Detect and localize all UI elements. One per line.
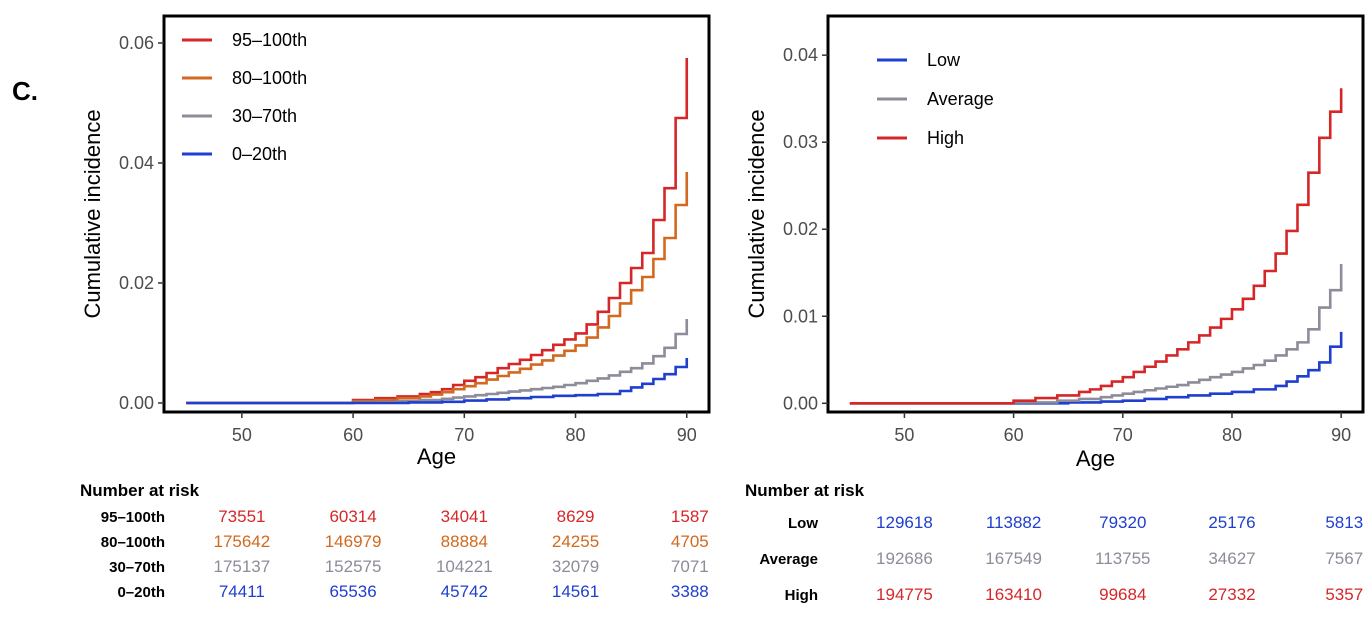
y-tick-label: 0.02 <box>119 273 154 293</box>
y-axis-title: Cumulative incidence <box>744 109 769 318</box>
y-tick-label: 0.04 <box>783 45 818 65</box>
risk-value: 175137 <box>213 557 270 576</box>
risk-row-label: 0–20th <box>117 584 165 601</box>
risk-value: 175642 <box>213 532 270 551</box>
risk-value: 3388 <box>671 582 709 601</box>
risk-value: 7567 <box>1325 549 1363 568</box>
risk-table-title: Number at risk <box>745 481 865 500</box>
legend: 95–100th 80–100th 30–70th 0–20th <box>182 30 307 164</box>
risk-value: 4705 <box>671 532 709 551</box>
risk-value: 24255 <box>552 532 599 551</box>
y-tick-label: 0.00 <box>783 393 818 413</box>
risk-value: 79320 <box>1099 513 1146 532</box>
legend-label: Low <box>927 50 961 70</box>
risk-value: 45742 <box>441 582 488 601</box>
risk-value: 1587 <box>671 507 709 526</box>
x-axis-title: Age <box>417 444 456 469</box>
risk-value: 146979 <box>325 532 382 551</box>
legend-label: High <box>927 128 964 148</box>
risk-value: 7071 <box>671 557 709 576</box>
plot-frame <box>162 14 711 414</box>
risk-value: 65536 <box>329 582 376 601</box>
y-axis-title: Cumulative incidence <box>80 109 105 318</box>
series-line <box>186 58 689 405</box>
risk-row-label: Low <box>788 515 818 532</box>
x-tick-label: 60 <box>1004 425 1024 445</box>
series-line <box>186 358 689 405</box>
risk-row-label: High <box>785 587 818 604</box>
risk-table-right: Number at risk Low 129618 113882 79320 25176 5… <box>745 481 1363 604</box>
x-tick-label: 50 <box>232 425 252 445</box>
legend-label: 80–100th <box>232 68 307 88</box>
legend-label: 0–20th <box>232 144 287 164</box>
risk-value: 8629 <box>557 507 595 526</box>
risk-value: 5813 <box>1325 513 1363 532</box>
risk-value: 163410 <box>985 585 1042 604</box>
risk-value: 99684 <box>1099 585 1146 604</box>
legend-label: 30–70th <box>232 106 297 126</box>
x-tick-label: 80 <box>1222 425 1242 445</box>
risk-value: 194775 <box>876 585 933 604</box>
x-tick-label: 70 <box>1113 425 1133 445</box>
risk-value: 60314 <box>329 507 376 526</box>
risk-row-label: 95–100th <box>101 509 165 526</box>
risk-value: 14561 <box>552 582 599 601</box>
x-tick-label: 90 <box>1331 425 1351 445</box>
panel-label: C. <box>12 76 38 106</box>
risk-value: 32079 <box>552 557 599 576</box>
risk-value: 104221 <box>436 557 493 576</box>
x-tick-label: 80 <box>566 425 586 445</box>
x-tick-label: 50 <box>894 425 914 445</box>
risk-value: 34627 <box>1208 549 1255 568</box>
legend-label: 95–100th <box>232 30 307 50</box>
series-line <box>849 88 1343 405</box>
legend: Low Average High <box>877 50 994 148</box>
risk-value: 34041 <box>441 507 488 526</box>
chart-right: 50 60 70 80 90 0.00 0.01 0.02 0.03 0.04 Age Cumulat… <box>744 14 1365 471</box>
y-tick-label: 0.01 <box>783 306 818 326</box>
risk-value: 129618 <box>876 513 933 532</box>
y-tick-label: 0.00 <box>119 393 154 413</box>
x-tick-label: 60 <box>343 425 363 445</box>
x-tick-label: 70 <box>454 425 474 445</box>
risk-table-title: Number at risk <box>80 481 200 500</box>
x-axis-title: Age <box>1076 446 1115 471</box>
chart-left: 50 60 70 80 90 0.00 0.02 0.04 0.06 Age Cumulative … <box>80 14 711 469</box>
risk-value: 5357 <box>1325 585 1363 604</box>
risk-table-left: Number at risk 95–100th 73551 60314 34041 862… <box>80 481 709 601</box>
series-line <box>849 264 1343 405</box>
plot-frame <box>826 14 1365 414</box>
risk-value: 192686 <box>876 549 933 568</box>
risk-value: 27332 <box>1208 585 1255 604</box>
risk-value: 113882 <box>986 513 1041 532</box>
y-tick-label: 0.02 <box>783 219 818 239</box>
risk-value: 25176 <box>1208 513 1255 532</box>
risk-row-label: Average <box>759 551 818 568</box>
risk-value: 74411 <box>219 582 265 601</box>
legend-label: Average <box>927 89 994 109</box>
y-tick-label: 0.04 <box>119 153 154 173</box>
series-line <box>849 331 1343 405</box>
risk-value: 167549 <box>985 549 1042 568</box>
y-tick-label: 0.03 <box>783 132 818 152</box>
risk-value: 73551 <box>218 507 265 526</box>
x-tick-label: 90 <box>677 425 697 445</box>
risk-value: 152575 <box>325 557 382 576</box>
risk-row-label: 80–100th <box>101 534 165 551</box>
risk-value: 88884 <box>441 532 488 551</box>
series-line <box>186 319 689 405</box>
risk-row-label: 30–70th <box>109 559 165 576</box>
risk-value: 113755 <box>1095 549 1150 568</box>
series-line <box>186 172 689 405</box>
y-tick-label: 0.06 <box>119 33 154 53</box>
